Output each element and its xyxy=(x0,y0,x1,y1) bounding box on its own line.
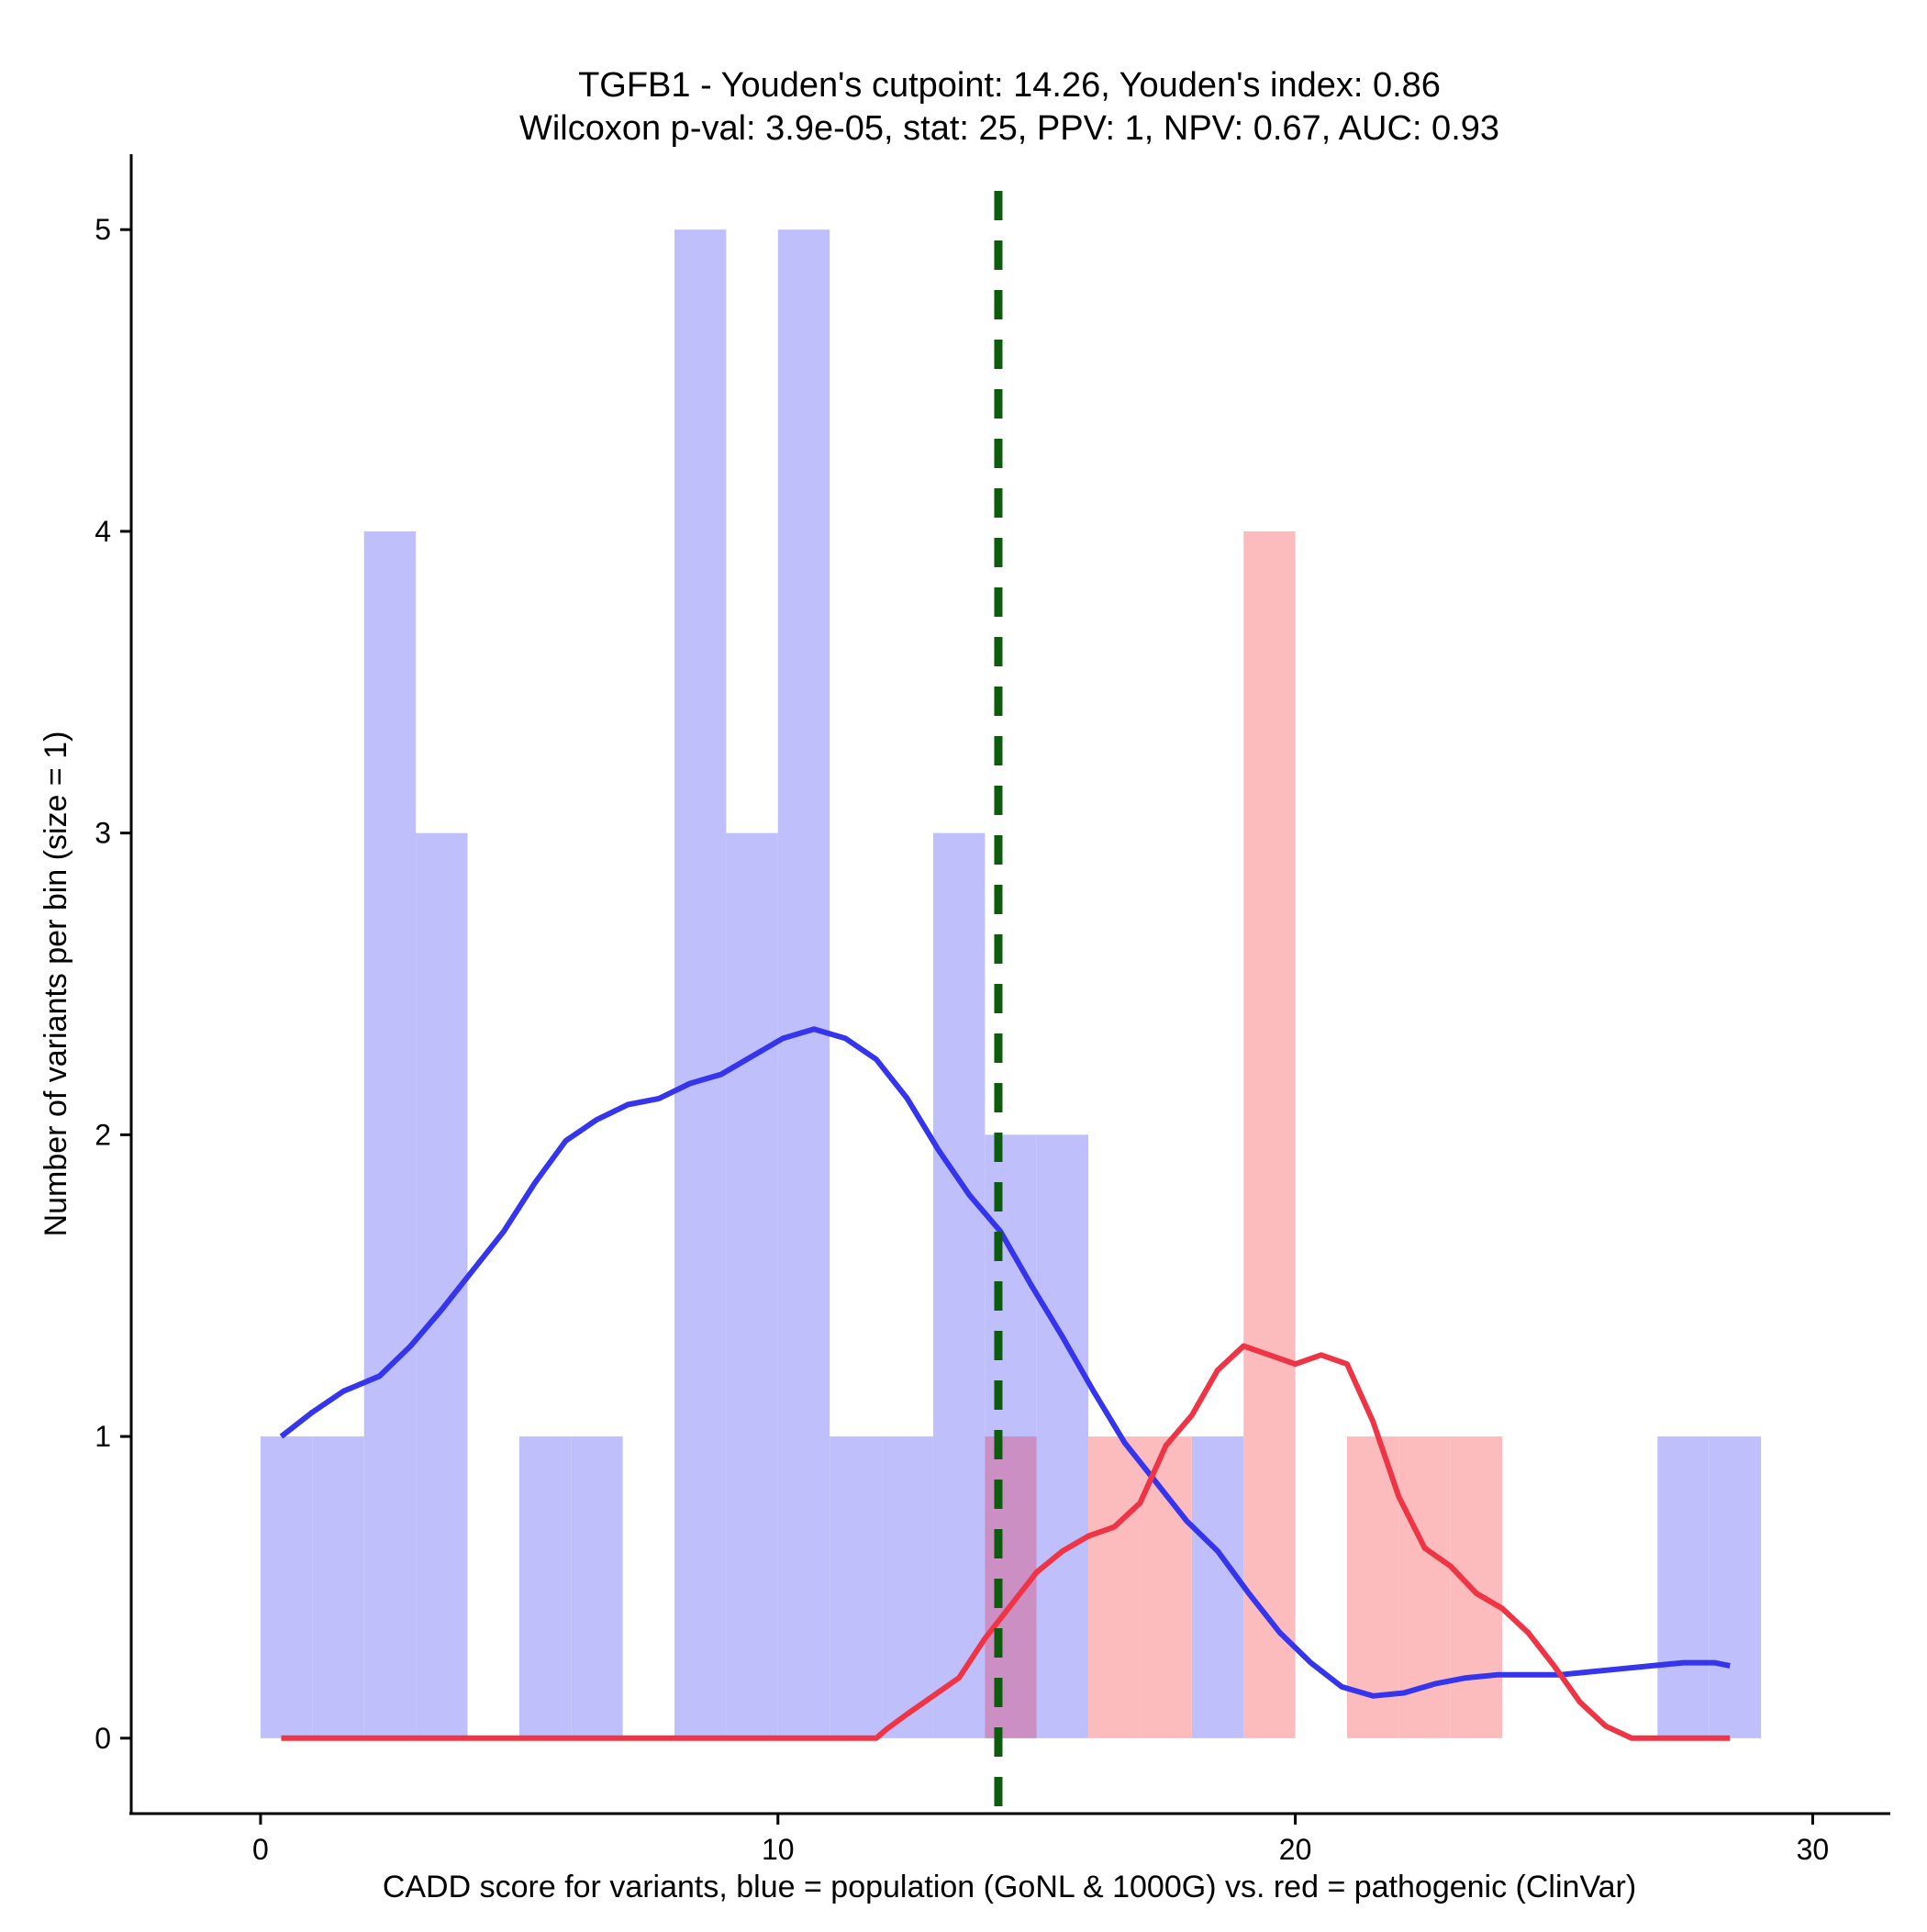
pathogenic-bar xyxy=(1243,530,1296,1738)
bars-layer xyxy=(260,229,1762,1738)
population-bar xyxy=(830,1436,882,1738)
population-bar xyxy=(932,832,986,1738)
pathogenic-bar xyxy=(1088,1436,1141,1738)
pathogenic-density-line xyxy=(281,1343,1731,1741)
chart-title-line-1: TGFB1 - Youden's cutpoint: 14.26, Youden… xyxy=(578,66,1441,105)
x-axis-title: CADD score for variants, blue = populati… xyxy=(383,1870,1636,1904)
y-tick-label: 1 xyxy=(95,1420,111,1453)
population-bar xyxy=(674,229,727,1738)
population-bar xyxy=(571,1436,623,1738)
axes-layer xyxy=(129,154,1890,1815)
y-tick-label: 3 xyxy=(95,817,111,850)
x-tick-label: 20 xyxy=(1279,1833,1312,1866)
population-density-line xyxy=(279,1026,1731,1699)
pathogenic-bar xyxy=(1346,1436,1399,1738)
population-bar xyxy=(312,1436,364,1738)
population-bar xyxy=(1036,1134,1089,1738)
population-bar xyxy=(1191,1436,1244,1738)
overlap-bar xyxy=(985,1436,1037,1738)
x-tick-label: 0 xyxy=(252,1833,269,1866)
population-bar xyxy=(1709,1436,1762,1738)
y-tick-label: 5 xyxy=(95,213,111,246)
population-bar xyxy=(881,1436,933,1738)
population-bar xyxy=(363,530,417,1738)
population-bar xyxy=(518,1436,572,1738)
density-layer xyxy=(279,1026,1731,1741)
population-bar xyxy=(260,1436,313,1738)
y-tick-label: 2 xyxy=(95,1118,111,1151)
x-tick-label: 10 xyxy=(762,1833,795,1866)
ticks-layer: 0 10 20 30 0 1 2 3 4 5 xyxy=(95,213,1829,1866)
y-tick-label: 4 xyxy=(95,515,111,548)
y-axis-title: Number of variants per bin (size = 1) xyxy=(39,731,73,1237)
chart-title-line-2: Wilcoxon p-val: 3.9e-05, stat: 25, PPV: … xyxy=(519,109,1499,148)
population-bar xyxy=(1657,1436,1710,1738)
x-tick-label: 30 xyxy=(1797,1833,1830,1866)
population-bar xyxy=(777,229,830,1738)
pathogenic-bar xyxy=(1450,1436,1503,1738)
population-bar xyxy=(726,832,778,1738)
y-tick-label: 0 xyxy=(95,1722,111,1755)
